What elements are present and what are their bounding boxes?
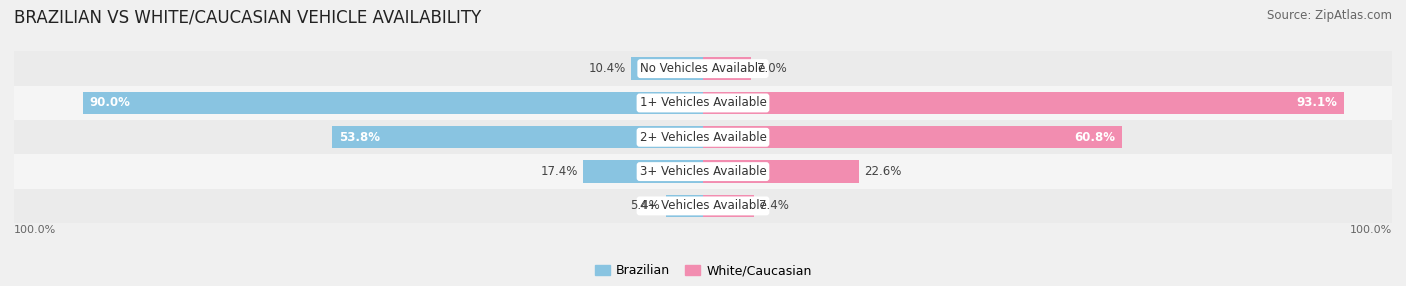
Text: 17.4%: 17.4% bbox=[540, 165, 578, 178]
Bar bbox=[14, 154, 1392, 189]
Bar bbox=[703, 57, 751, 80]
Text: No Vehicles Available: No Vehicles Available bbox=[640, 62, 766, 75]
Text: 93.1%: 93.1% bbox=[1296, 96, 1337, 110]
Text: 4+ Vehicles Available: 4+ Vehicles Available bbox=[640, 199, 766, 212]
Bar bbox=[703, 195, 754, 217]
Bar bbox=[631, 57, 703, 80]
Text: 53.8%: 53.8% bbox=[339, 131, 380, 144]
Text: 22.6%: 22.6% bbox=[865, 165, 901, 178]
Text: 5.4%: 5.4% bbox=[630, 199, 661, 212]
Text: 7.0%: 7.0% bbox=[756, 62, 786, 75]
Bar bbox=[14, 51, 1392, 86]
Text: 100.0%: 100.0% bbox=[14, 225, 56, 235]
Bar bbox=[83, 92, 703, 114]
Text: 3+ Vehicles Available: 3+ Vehicles Available bbox=[640, 165, 766, 178]
Text: 2+ Vehicles Available: 2+ Vehicles Available bbox=[640, 131, 766, 144]
Bar bbox=[583, 160, 703, 183]
Bar bbox=[703, 160, 859, 183]
Bar bbox=[14, 86, 1392, 120]
Text: 60.8%: 60.8% bbox=[1074, 131, 1115, 144]
Legend: Brazilian, White/Caucasian: Brazilian, White/Caucasian bbox=[589, 259, 817, 282]
Bar bbox=[703, 126, 1122, 148]
Bar bbox=[14, 120, 1392, 154]
Text: 1+ Vehicles Available: 1+ Vehicles Available bbox=[640, 96, 766, 110]
Text: BRAZILIAN VS WHITE/CAUCASIAN VEHICLE AVAILABILITY: BRAZILIAN VS WHITE/CAUCASIAN VEHICLE AVA… bbox=[14, 9, 481, 27]
Text: 90.0%: 90.0% bbox=[90, 96, 131, 110]
Bar bbox=[703, 92, 1344, 114]
Text: 100.0%: 100.0% bbox=[1350, 225, 1392, 235]
Text: 10.4%: 10.4% bbox=[589, 62, 626, 75]
Text: Source: ZipAtlas.com: Source: ZipAtlas.com bbox=[1267, 9, 1392, 21]
Bar bbox=[332, 126, 703, 148]
Bar bbox=[14, 189, 1392, 223]
Bar bbox=[666, 195, 703, 217]
Text: 7.4%: 7.4% bbox=[759, 199, 789, 212]
